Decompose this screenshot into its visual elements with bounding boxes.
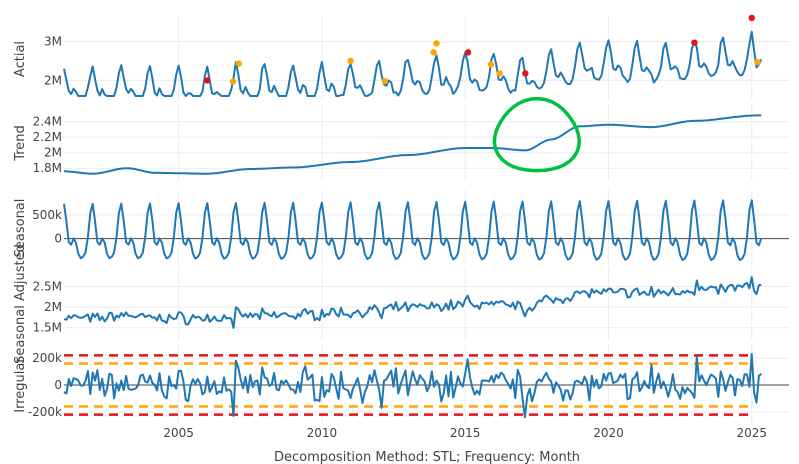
seasonal_adjusted-ylabel: Seasonal Adjusted <box>13 244 28 364</box>
actual-line <box>63 30 763 97</box>
trend-ytick-2: 2.2M <box>33 130 62 144</box>
x-axis-title: Decomposition Method: STL; Frequency: Mo… <box>274 450 580 464</box>
irregular-line <box>63 353 762 419</box>
seasonal-line <box>63 199 763 261</box>
outlier-red-0 <box>204 77 211 84</box>
seasonal_adjusted-ytick-1: 2M <box>44 300 62 314</box>
trend-ytick-0: 1.8M <box>33 161 62 175</box>
tick-layer: 2M3M1.8M2M2.2M2.4M0500k1.5M2M2.5M-200k02… <box>28 34 767 440</box>
xtick-0: 2005 <box>163 426 194 440</box>
seasonal_adjusted-ytick-2: 2.5M <box>33 279 62 293</box>
irregular-ytick-2: 200k <box>32 351 62 365</box>
outlier-orange-3 <box>381 78 389 85</box>
seasonal-ylabel: Seasonal <box>13 199 28 258</box>
outlier-red-4 <box>748 14 755 22</box>
seasonal_adjusted-line <box>63 276 762 329</box>
band-layer <box>64 354 749 416</box>
outlier-red-3 <box>691 39 698 46</box>
outlier-orange-8 <box>754 58 761 66</box>
trend-ylabel: Trend <box>13 125 28 162</box>
outlier-orange-1 <box>235 60 243 67</box>
xtick-2: 2015 <box>450 426 481 440</box>
seasonal_adjusted-ytick-0: 1.5M <box>33 321 62 335</box>
trend-ytick-1: 2M <box>44 146 62 160</box>
outlier-red-2 <box>522 70 529 77</box>
outlier-orange-5 <box>433 40 440 47</box>
seasonal-ytick-0: 0 <box>54 232 62 246</box>
trend-ytick-3: 2.4M <box>33 115 62 129</box>
xtick-3: 2020 <box>593 426 624 440</box>
outlier-orange-0 <box>229 78 237 85</box>
xtick-1: 2010 <box>307 426 338 440</box>
actual-ytick-1: 3M <box>44 34 62 48</box>
annotation-circle <box>492 96 581 173</box>
irregular-ytick-0: -200k <box>28 405 62 419</box>
xtick-4: 2025 <box>736 426 767 440</box>
marker-layer <box>204 14 761 173</box>
outlier-orange-4 <box>430 49 437 56</box>
trend-line <box>63 114 762 175</box>
actual-ylabel: Actial <box>13 41 28 77</box>
actual-ytick-0: 2M <box>44 73 62 87</box>
outlier-orange-2 <box>347 57 354 65</box>
seasonal-ytick-1: 500k <box>32 208 62 222</box>
series-layer <box>63 30 763 419</box>
outlier-orange-6 <box>487 61 495 68</box>
outlier-orange-7 <box>496 70 503 77</box>
outlier-red-1 <box>464 49 472 56</box>
irregular-ytick-1: 0 <box>54 378 62 392</box>
irregular-ylabel: Irregular <box>13 357 28 413</box>
